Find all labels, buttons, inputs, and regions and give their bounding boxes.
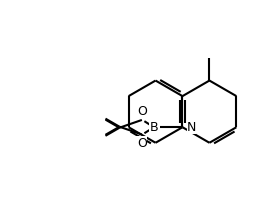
- Text: B: B: [150, 121, 159, 134]
- Text: O: O: [137, 137, 147, 150]
- Text: O: O: [137, 105, 147, 118]
- Text: N: N: [186, 121, 196, 134]
